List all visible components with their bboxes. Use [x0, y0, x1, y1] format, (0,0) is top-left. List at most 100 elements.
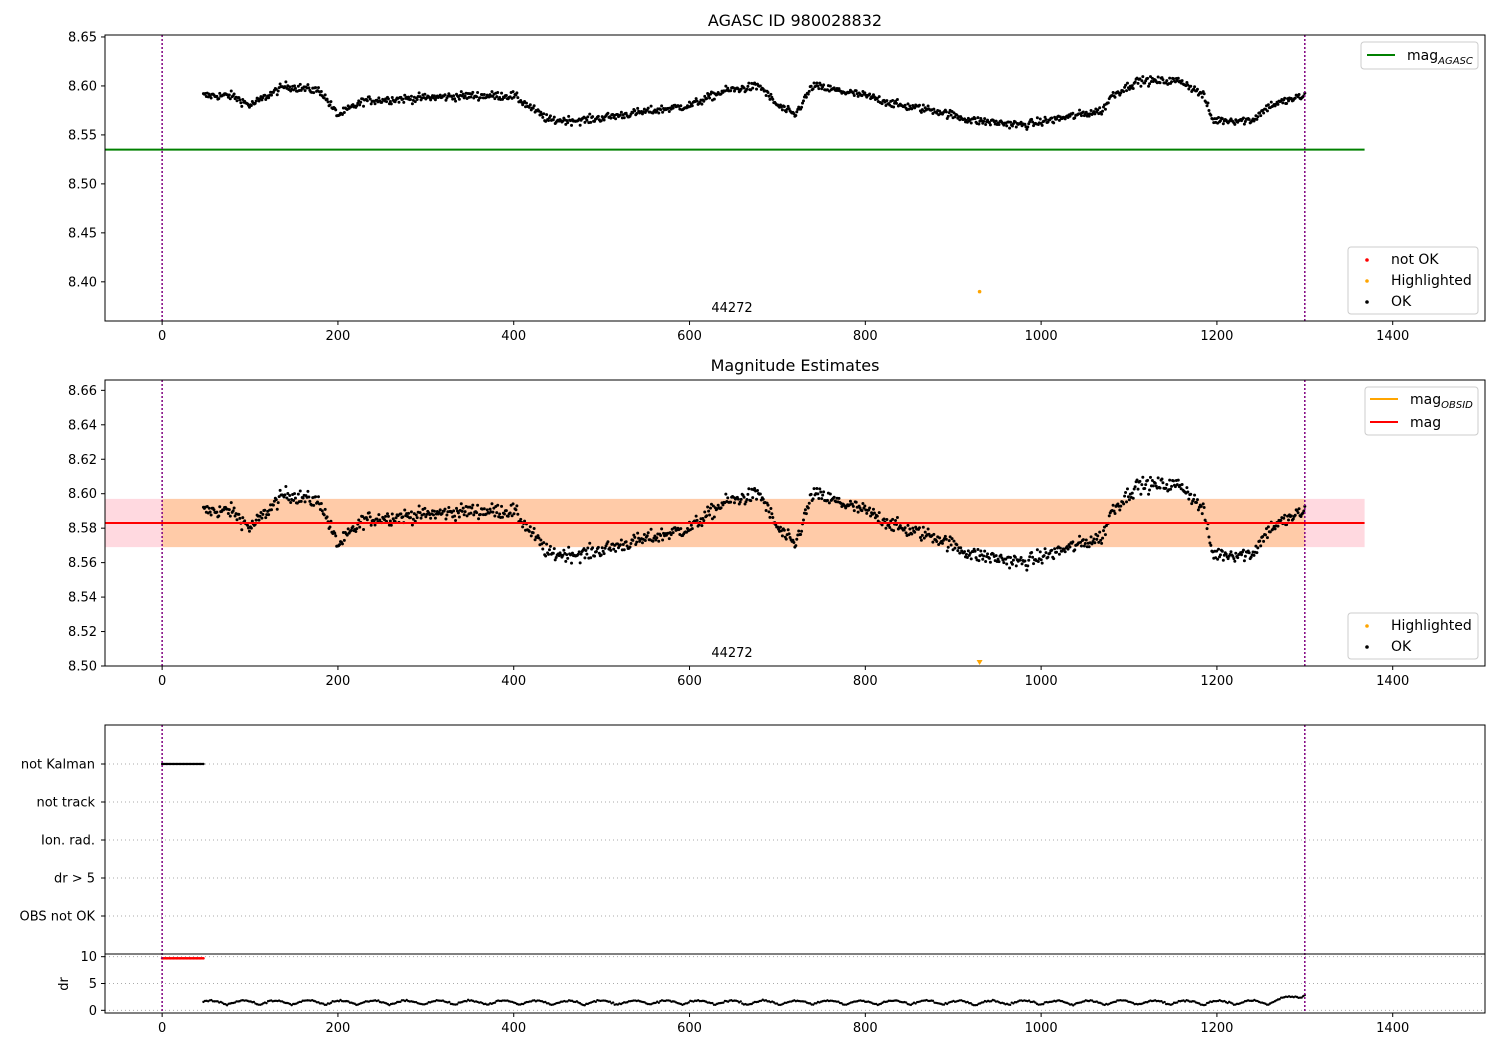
ok-point [755, 497, 759, 501]
ok-point [461, 92, 465, 96]
ok-point [388, 99, 392, 103]
ok-point [766, 90, 770, 94]
ok-point [463, 94, 467, 98]
ok-point [1285, 102, 1289, 106]
ok-point [1068, 114, 1072, 118]
ok-point [616, 542, 620, 546]
ok-point [631, 110, 635, 114]
dr-point [611, 1001, 615, 1004]
ok-point [950, 537, 954, 541]
ok-point [342, 110, 346, 114]
ok-point [460, 509, 464, 513]
ok-point [816, 84, 820, 88]
ok-point [529, 534, 533, 538]
ok-point [1039, 558, 1043, 562]
ok-point [271, 503, 275, 507]
ok-point [1259, 114, 1263, 118]
ok-point [1217, 115, 1221, 119]
ok-point [622, 548, 626, 552]
ok-point [476, 90, 480, 94]
ok-point [724, 84, 728, 88]
ok-point [345, 533, 349, 537]
ok-point [296, 492, 300, 496]
ok-point [642, 532, 646, 536]
ok-point [1262, 111, 1266, 115]
ok-point [1125, 89, 1129, 93]
ok-point [250, 519, 254, 523]
ok-point [806, 506, 810, 510]
ok-point [1043, 547, 1047, 551]
ok-point [1242, 122, 1246, 126]
ok-point [856, 94, 860, 98]
ok-point [596, 114, 600, 118]
ok-point [369, 523, 373, 527]
ok-point [1258, 111, 1262, 115]
ok-point [384, 514, 388, 518]
ok-point [452, 94, 456, 98]
ok-point [465, 514, 469, 518]
ok-point [567, 114, 571, 118]
ok-point [433, 98, 437, 102]
ok-point [619, 110, 623, 114]
y-tick-label: 8.52 [68, 625, 97, 640]
ok-point [570, 561, 574, 565]
ok-point [501, 97, 505, 101]
ok-point [408, 516, 412, 520]
ok-point [346, 527, 350, 531]
ok-point [1143, 487, 1147, 491]
ok-point [710, 517, 714, 521]
ok-point [966, 549, 970, 553]
ok-point [585, 552, 589, 556]
ok-point [576, 552, 580, 556]
ok-point [227, 508, 231, 512]
ok-point [246, 523, 250, 527]
ok-point [314, 86, 318, 90]
dr-point [425, 1002, 429, 1005]
x-tick-label: 400 [501, 329, 526, 344]
ok-point [542, 541, 546, 545]
ok-point [851, 91, 855, 95]
dr-point [1300, 996, 1303, 999]
ok-point [817, 87, 821, 91]
ok-point [599, 553, 603, 557]
ok-point [257, 518, 261, 522]
ok-point [495, 95, 499, 99]
ok-point [1026, 125, 1030, 129]
ok-point [885, 99, 889, 103]
highlighted-point [976, 660, 983, 665]
ok-point [222, 508, 226, 512]
ok-point [218, 91, 222, 95]
ok-point [1038, 550, 1042, 554]
ok-point [296, 84, 300, 88]
ok-point [667, 109, 671, 113]
ok-point [888, 525, 892, 529]
ok-point [1102, 529, 1106, 533]
dr-not-ok-point [202, 956, 205, 960]
ok-point [233, 514, 237, 518]
ok-point [1138, 479, 1142, 483]
ok-point [457, 97, 461, 101]
ok-point [528, 525, 532, 529]
ok-point [1189, 492, 1193, 496]
dr-point [399, 1000, 402, 1004]
ok-point [1297, 507, 1301, 511]
ok-point [511, 90, 515, 94]
ok-point [547, 552, 551, 556]
ok-point [959, 546, 963, 550]
ok-point [205, 504, 209, 508]
ok-point [634, 542, 638, 546]
ok-point [887, 523, 891, 527]
ok-point [659, 108, 663, 112]
ok-point [235, 518, 239, 522]
ok-point [1217, 547, 1221, 551]
ok-point [1247, 117, 1251, 121]
dr-point [945, 1002, 949, 1006]
dr-point [465, 1000, 468, 1003]
ok-point [695, 99, 699, 103]
ok-point [948, 535, 952, 539]
ok-point [821, 493, 825, 497]
ok-point [1133, 80, 1137, 84]
ok-point [303, 500, 307, 504]
ok-point [973, 117, 977, 121]
ok-point [1254, 544, 1258, 548]
